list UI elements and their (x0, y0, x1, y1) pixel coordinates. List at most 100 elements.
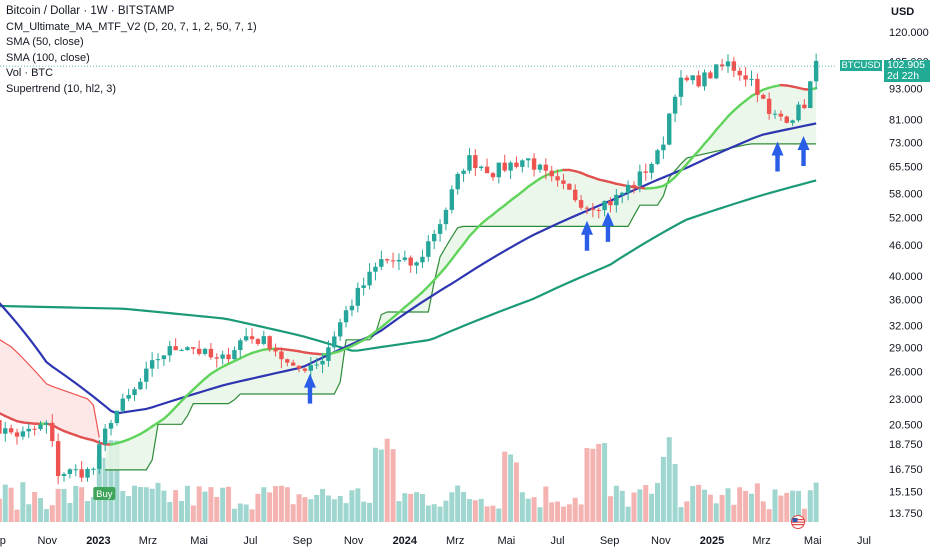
candle-body (526, 158, 531, 161)
volume-bar (508, 454, 514, 522)
indicator-ma-mtf[interactable]: CM_Ultimate_MA_MTF_V2 (D, 20, 7, 1, 2, 5… (6, 20, 257, 33)
indicator-sma50[interactable]: SMA (50, close) (6, 36, 84, 48)
candle-body (26, 428, 31, 432)
candle-body (467, 155, 472, 171)
indicator-sma100[interactable]: SMA (100, close) (6, 51, 90, 64)
ma-line-segment (679, 162, 689, 172)
x-tick-label: Jul (857, 535, 871, 547)
currency-label[interactable]: USD (891, 6, 915, 18)
volume-bar (237, 503, 243, 522)
ma-line-segment (744, 94, 753, 102)
candle-body (784, 116, 789, 123)
candle-body (55, 441, 61, 476)
y-tick-label: 26.000 (889, 367, 923, 379)
volume-bar (361, 501, 367, 522)
ma-line-segment (385, 316, 395, 324)
ma-line-segment (186, 388, 195, 397)
x-tick-label: Sep (0, 535, 6, 547)
volume-bar (649, 493, 655, 522)
candle-body (238, 340, 243, 351)
candle-body (719, 64, 725, 67)
volume-bar (737, 487, 743, 522)
volume-bar (748, 493, 754, 522)
volume-bar (8, 487, 14, 522)
candle-body (514, 162, 519, 167)
candle-body (555, 176, 560, 181)
candle-body (796, 104, 801, 121)
volume-bar (261, 487, 267, 522)
candle-body (279, 351, 284, 360)
volume-bar (525, 498, 531, 522)
supertrend-down-line (0, 339, 100, 438)
candle-body (38, 424, 43, 430)
volume-bar (0, 498, 2, 522)
candle-body (643, 171, 648, 173)
candle-body (50, 422, 55, 442)
volume-bar (790, 490, 796, 522)
x-tick-label: 2024 (393, 535, 418, 547)
volume-bar (137, 487, 143, 522)
volume-bar (90, 497, 96, 522)
y-tick-label: 58.000 (889, 188, 923, 200)
candle-body (373, 266, 378, 272)
volume-bar (431, 504, 437, 522)
candle-body (402, 257, 408, 260)
volume-bar (278, 485, 284, 522)
ma-line-segment (421, 284, 430, 294)
volume-bar (402, 493, 408, 522)
x-tick-label: Mrz (446, 535, 464, 547)
y-tick-label: 65.500 (889, 161, 923, 173)
ma-line-segment (485, 213, 495, 221)
candle-body (308, 365, 314, 371)
candle-body (149, 360, 155, 369)
volume-bar (290, 504, 296, 522)
candle-body (772, 113, 778, 115)
indicator-volume[interactable]: Vol · BTC (6, 67, 54, 79)
candle-body (44, 422, 49, 425)
candle-body (167, 346, 172, 356)
volume-bar (161, 490, 167, 522)
candle-body (625, 184, 631, 193)
volume-bar (308, 499, 314, 522)
y-tick-label: 16.750 (889, 464, 923, 476)
ma-line-segment (468, 228, 477, 238)
volume-bar (425, 505, 431, 522)
volume-bar (419, 494, 425, 522)
volume-bar (625, 506, 631, 522)
candle-body (214, 357, 219, 359)
last-price: 102.905 (887, 59, 925, 71)
x-tick-label: Mrz (752, 535, 770, 547)
candle-body (155, 359, 161, 361)
volume-bar (73, 485, 79, 522)
candle-body (355, 287, 361, 306)
y-tick-label: 23.000 (889, 394, 923, 406)
volume-bar (643, 485, 649, 522)
candle-body (32, 428, 37, 430)
volume-bar (772, 489, 778, 522)
supertrend-fill (105, 85, 817, 470)
candle-body (496, 162, 502, 178)
ma-line-segment (673, 169, 683, 179)
y-tick-label: 93.000 (889, 84, 923, 96)
candle-body (185, 347, 190, 351)
volume-bar (537, 507, 543, 522)
volume-bar (455, 485, 461, 522)
volume-bar (766, 509, 772, 522)
x-tick-label: Nov (344, 535, 364, 547)
candle-body (232, 350, 237, 360)
volume-bar (349, 490, 355, 522)
indicator-supertrend[interactable]: Supertrend (10, hl2, 3) (6, 82, 117, 95)
us-flag-icon[interactable] (789, 515, 807, 529)
candle-body (390, 260, 396, 262)
candle-body (696, 75, 701, 87)
candle-body (179, 350, 184, 352)
volume-bar (126, 496, 132, 522)
candle-body (778, 113, 784, 117)
symbol-title[interactable]: Bitcoin / Dollar · 1W · BITSTAMP (6, 5, 175, 17)
volume-bar (267, 492, 273, 522)
candle-body (249, 336, 255, 340)
volume-bar (496, 508, 502, 522)
y-tick-label: 20.500 (889, 419, 923, 431)
sma100-line (0, 179, 817, 352)
